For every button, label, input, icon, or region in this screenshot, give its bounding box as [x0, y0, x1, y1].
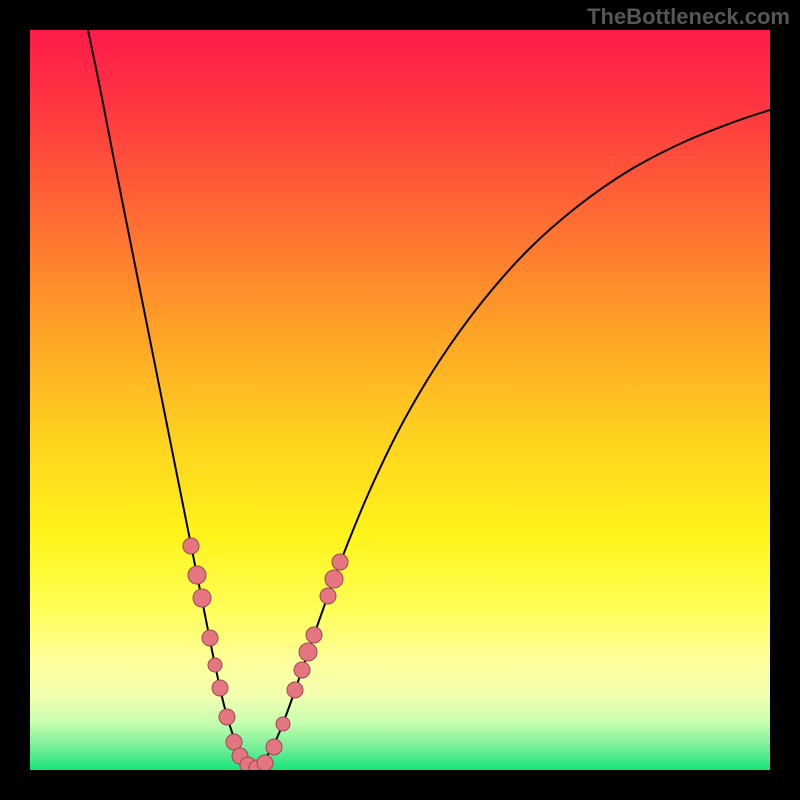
gradient-background [30, 30, 770, 770]
data-marker [257, 755, 273, 770]
data-marker [266, 739, 282, 755]
data-marker [202, 630, 218, 646]
chart-frame: TheBottleneck.com [0, 0, 800, 800]
data-marker [299, 643, 317, 661]
data-marker [212, 680, 228, 696]
data-marker [306, 627, 322, 643]
data-marker [188, 566, 206, 584]
data-marker [276, 717, 290, 731]
bottleneck-chart [30, 30, 770, 770]
data-marker [287, 682, 303, 698]
data-marker [294, 662, 310, 678]
data-marker [183, 538, 199, 554]
data-marker [219, 709, 235, 725]
data-marker [320, 588, 336, 604]
data-marker [332, 554, 348, 570]
data-marker [193, 589, 211, 607]
plot-area [30, 30, 770, 770]
data-marker [325, 570, 343, 588]
data-marker [208, 658, 222, 672]
watermark-text: TheBottleneck.com [587, 4, 790, 30]
